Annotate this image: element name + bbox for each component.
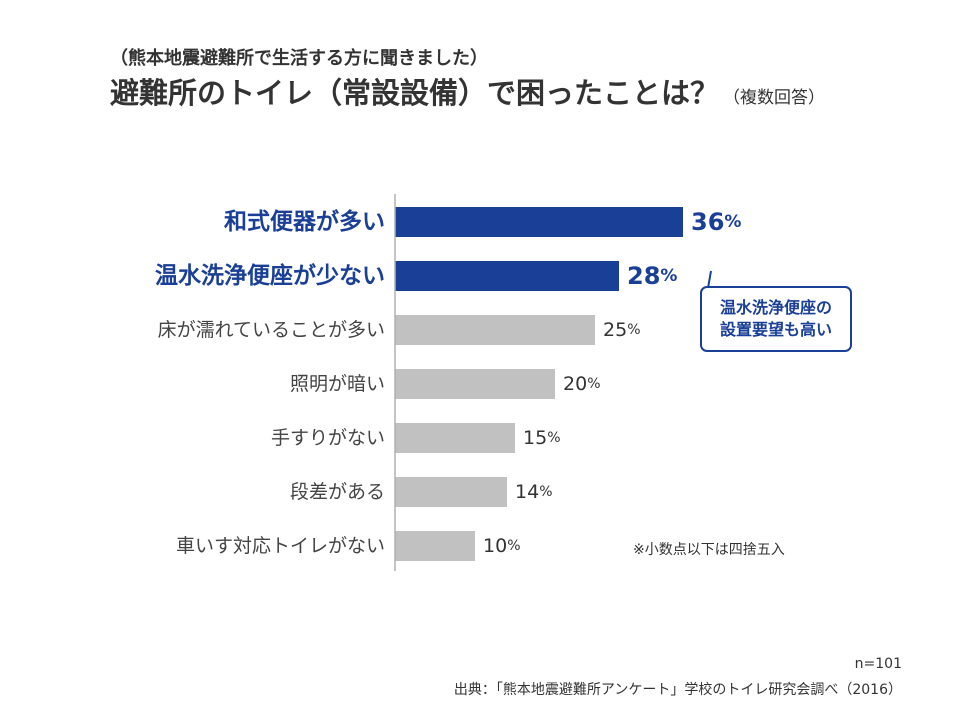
bar-kurumaisu — [395, 531, 475, 561]
callout-line-2: 設置要望も高い — [719, 320, 832, 339]
bar-tesuri — [395, 423, 515, 453]
bar-shomei — [395, 369, 555, 399]
rounding-footnote: ※小数点以下は四捨五入 — [633, 542, 785, 558]
callout-line-1: 温水洗浄便座の — [719, 298, 832, 317]
title-row: 避難所のトイレ（常設設備）で困ったことは？ （複数回答） — [110, 70, 825, 112]
title-note: （複数回答） — [723, 88, 826, 108]
value-label-dansa: 14% — [515, 481, 553, 503]
category-label-dansa: 段差がある — [290, 481, 385, 503]
bar-washiki — [395, 207, 683, 237]
value-label-onsui: 28% — [627, 262, 677, 290]
bar-yuka — [395, 315, 595, 345]
value-label-tesuri: 15% — [523, 427, 561, 449]
value-label-washiki: 36% — [691, 208, 741, 236]
sample-size: n=101 — [854, 656, 902, 672]
bars-group: 和式便器が多い 36% 温水洗浄便座が少ない 28% 床が濡れていることが多い 25% 照明… — [155, 207, 741, 561]
value-label-yuka: 25% — [603, 319, 641, 341]
chart-subtitle: （熊本地震避難所で生活する方に聞きました） — [110, 48, 488, 69]
source-citation: 出典：「熊本地震避難所アンケート」学校のトイレ研究会調べ（2016） — [453, 682, 902, 698]
bar-onsui — [395, 261, 619, 291]
category-label-onsui: 温水洗浄便座が少ない — [155, 262, 385, 289]
callout-box: 温水洗浄便座の 設置要望も高い — [700, 286, 852, 352]
category-label-kurumaisu: 車いす対応トイレがない — [176, 535, 385, 557]
category-label-yuka: 床が濡れていることが多い — [158, 319, 385, 341]
category-label-shomei: 照明が暗い — [290, 373, 385, 395]
category-label-tesuri: 手すりがない — [271, 427, 385, 449]
category-label-washiki: 和式便器が多い — [224, 208, 385, 235]
value-label-shomei: 20% — [563, 373, 601, 395]
chart-title: 避難所のトイレ（常設設備）で困ったことは？ — [110, 76, 720, 110]
value-label-kurumaisu: 10% — [483, 535, 521, 557]
bar-dansa — [395, 477, 507, 507]
